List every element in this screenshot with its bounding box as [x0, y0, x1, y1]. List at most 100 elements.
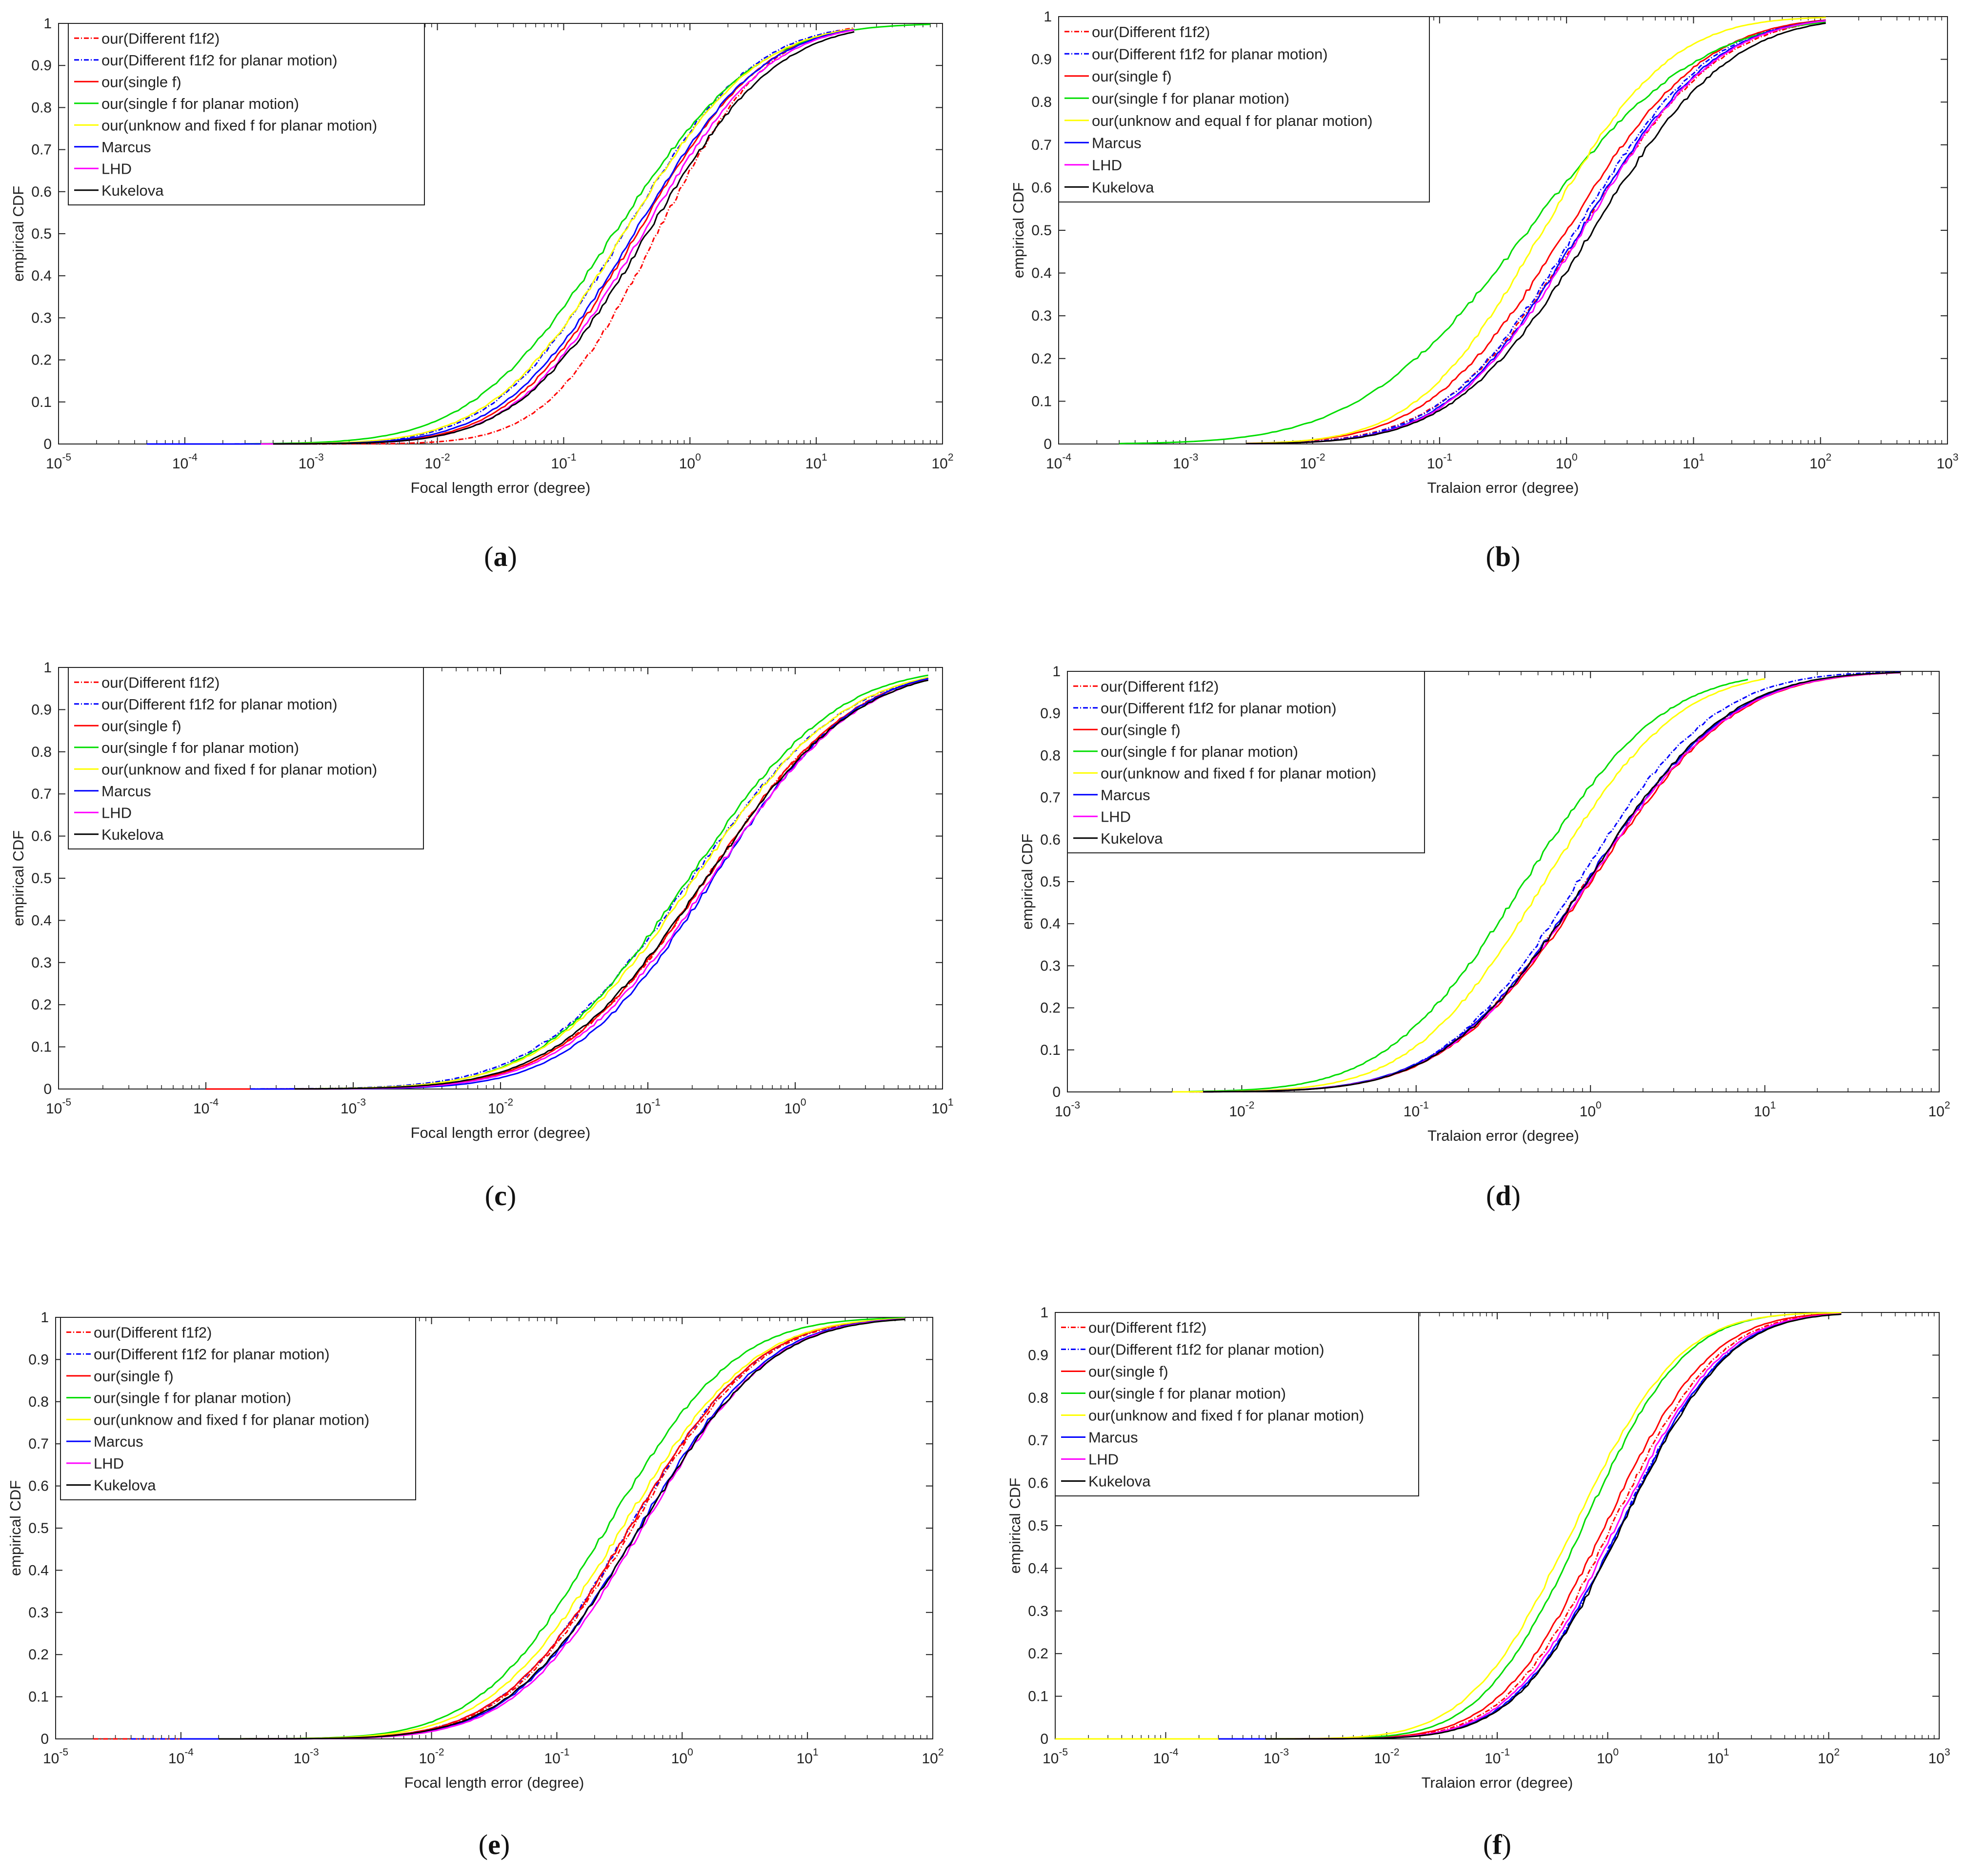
chart-panel-d: 10-3 10-2 10-1 100 101 102 0 0.1 0.2 0.3 0.4 0.5 0.6…	[1019, 664, 1950, 1211]
y-tick-label-f: 0.3	[1028, 1603, 1048, 1619]
x-tick-label-d: 10-3	[1055, 1100, 1080, 1120]
legend-label-d-2: our(Different f1f2 for planar motion)	[1101, 700, 1337, 717]
legend-label-e-3: our(single f)	[94, 1368, 174, 1385]
x-tick-label-b: 10-1	[1427, 452, 1452, 472]
x-tick-label-d: 10-2	[1229, 1100, 1254, 1120]
x-tick-label-c: 10-2	[488, 1097, 513, 1117]
series-line-e-1	[93, 1318, 905, 1740]
legend-label-e-7: LHD	[94, 1455, 124, 1472]
x-tick-label-f: 10-3	[1264, 1747, 1289, 1767]
y-tick-label-a: 0.4	[31, 268, 52, 284]
x-tick-label-e: 10-4	[168, 1747, 194, 1767]
x-tick-label-c: 10-4	[193, 1097, 219, 1117]
legend-label-f-6: Marcus	[1088, 1429, 1138, 1446]
legend-label-f-7: LHD	[1088, 1451, 1119, 1468]
y-tick-label-e: 0.9	[28, 1352, 49, 1368]
legend-label-e-1: our(Different f1f2)	[94, 1324, 212, 1341]
legend-label-c-5: our(unknow and fixed f for planar motion…	[101, 761, 377, 778]
x-tick-label-e: 100	[671, 1747, 693, 1767]
panel-letter-a: (a)	[484, 541, 517, 572]
y-tick-label-e: 0.3	[28, 1605, 49, 1621]
x-tick-label-b: 103	[1936, 452, 1958, 472]
y-tick-label-c: 0.5	[31, 870, 52, 887]
x-tick-label-b: 10-2	[1300, 452, 1325, 472]
legend-label-f-5: our(unknow and fixed f for planar motion…	[1088, 1407, 1364, 1424]
legend-label-f-3: our(single f)	[1088, 1363, 1168, 1380]
y-tick-label-a: 0.6	[31, 184, 52, 200]
x-tick-label-b: 10-4	[1046, 452, 1071, 472]
x-tick-label-d: 100	[1580, 1100, 1602, 1120]
x-tick-label-a: 10-1	[551, 452, 576, 472]
y-tick-label-b: 0.1	[1031, 393, 1052, 409]
x-tick-label-b: 101	[1683, 452, 1705, 472]
x-tick-label-a: 10-2	[425, 452, 450, 472]
y-tick-label-b: 0.8	[1031, 94, 1052, 110]
y-tick-label-b: 0	[1044, 436, 1052, 452]
legend-label-d-5: our(unknow and fixed f for planar motion…	[1101, 765, 1376, 782]
legend-label-c-6: Marcus	[101, 783, 151, 800]
chart-panel-f: 10-5 10-4 10-3 10-2 10-1 100 101 102 103 0 0.1 0.2 0…	[1006, 1305, 1950, 1860]
x-tick-label-c: 10-3	[341, 1097, 366, 1117]
series-line-b-1	[1246, 20, 1826, 444]
legend-label-d-6: Marcus	[1101, 787, 1150, 804]
x-tick-label-e: 10-3	[294, 1747, 319, 1767]
panel-letter-f: (f)	[1483, 1829, 1511, 1860]
y-tick-label-a: 1	[43, 16, 52, 32]
y-tick-label-a: 0.5	[31, 226, 52, 242]
y-tick-label-e: 0.1	[28, 1689, 49, 1705]
y-axis-label-b: empirical CDF	[1010, 182, 1027, 278]
legend-box-e	[60, 1317, 416, 1500]
legend-label-f-4: our(single f for planar motion)	[1088, 1385, 1286, 1402]
x-tick-label-f: 10-2	[1374, 1747, 1399, 1767]
y-tick-label-b: 0.2	[1031, 351, 1052, 367]
chart-panel-e: 10-5 10-4 10-3 10-2 10-1 100 101 102 0 0.1 0.2 0.3 0…	[7, 1310, 944, 1860]
y-tick-label-a: 0.2	[31, 352, 52, 368]
legend-label-b-3: our(single f)	[1092, 68, 1172, 85]
series-line-f-8	[1265, 1313, 1842, 1740]
legend-box-c	[68, 667, 424, 849]
legend-label-a-1: our(Different f1f2)	[101, 30, 220, 47]
x-tick-label-a: 101	[805, 452, 827, 472]
legend-box-d	[1067, 671, 1425, 853]
legend-label-d-4: our(single f for planar motion)	[1101, 743, 1298, 760]
legend-label-d-7: LHD	[1101, 808, 1131, 825]
legend-label-c-1: our(Different f1f2)	[101, 674, 220, 691]
y-tick-label-c: 0	[43, 1081, 52, 1097]
x-tick-label-f: 10-1	[1485, 1747, 1510, 1767]
x-tick-label-f: 10-4	[1153, 1747, 1178, 1767]
y-tick-label-f: 0.4	[1028, 1560, 1048, 1576]
y-tick-label-f: 0.7	[1028, 1432, 1048, 1449]
legend-label-a-6: Marcus	[101, 139, 151, 156]
legend-label-a-7: LHD	[101, 160, 132, 177]
series-line-a-2	[146, 30, 839, 445]
x-tick-label-c: 10-1	[635, 1097, 661, 1117]
y-tick-label-f: 0.6	[1028, 1475, 1048, 1492]
x-tick-label-d: 10-1	[1404, 1100, 1429, 1120]
x-axis-label-f: Tralaion error (degree)	[1422, 1774, 1573, 1791]
x-tick-label-a: 10-4	[172, 452, 198, 472]
series-line-d-8	[1203, 671, 1901, 1093]
x-axis-label-c: Focal length error (degree)	[411, 1124, 591, 1141]
legend-label-a-5: our(unknow and fixed f for planar motion…	[101, 117, 377, 134]
y-tick-label-a: 0.8	[31, 100, 52, 116]
x-tick-label-e: 102	[922, 1747, 943, 1767]
y-tick-label-e: 0.2	[28, 1647, 49, 1663]
y-tick-label-e: 0.6	[28, 1478, 49, 1494]
legend-box-b	[1058, 16, 1430, 202]
y-tick-label-e: 0.5	[28, 1520, 49, 1536]
y-tick-label-a: 0.3	[31, 310, 52, 326]
legend-label-c-2: our(Different f1f2 for planar motion)	[101, 696, 338, 713]
y-tick-label-d: 0	[1052, 1084, 1061, 1100]
y-tick-label-d: 0.9	[1040, 706, 1061, 722]
y-tick-label-a: 0.1	[31, 394, 52, 410]
legend-label-b-6: Marcus	[1092, 134, 1142, 151]
legend-label-b-4: our(single f for planar motion)	[1092, 90, 1289, 107]
legend-label-a-2: our(Different f1f2 for planar motion)	[101, 52, 338, 69]
legend-label-c-4: our(single f for planar motion)	[101, 739, 299, 756]
y-tick-label-c: 1	[43, 660, 52, 676]
y-axis-label-c: empirical CDF	[10, 830, 27, 926]
x-axis-label-b: Tralaion error (degree)	[1427, 479, 1579, 496]
x-tick-label-e: 10-1	[544, 1747, 569, 1767]
x-tick-label-e: 101	[797, 1747, 819, 1767]
panel-letter-c: (c)	[485, 1180, 516, 1211]
